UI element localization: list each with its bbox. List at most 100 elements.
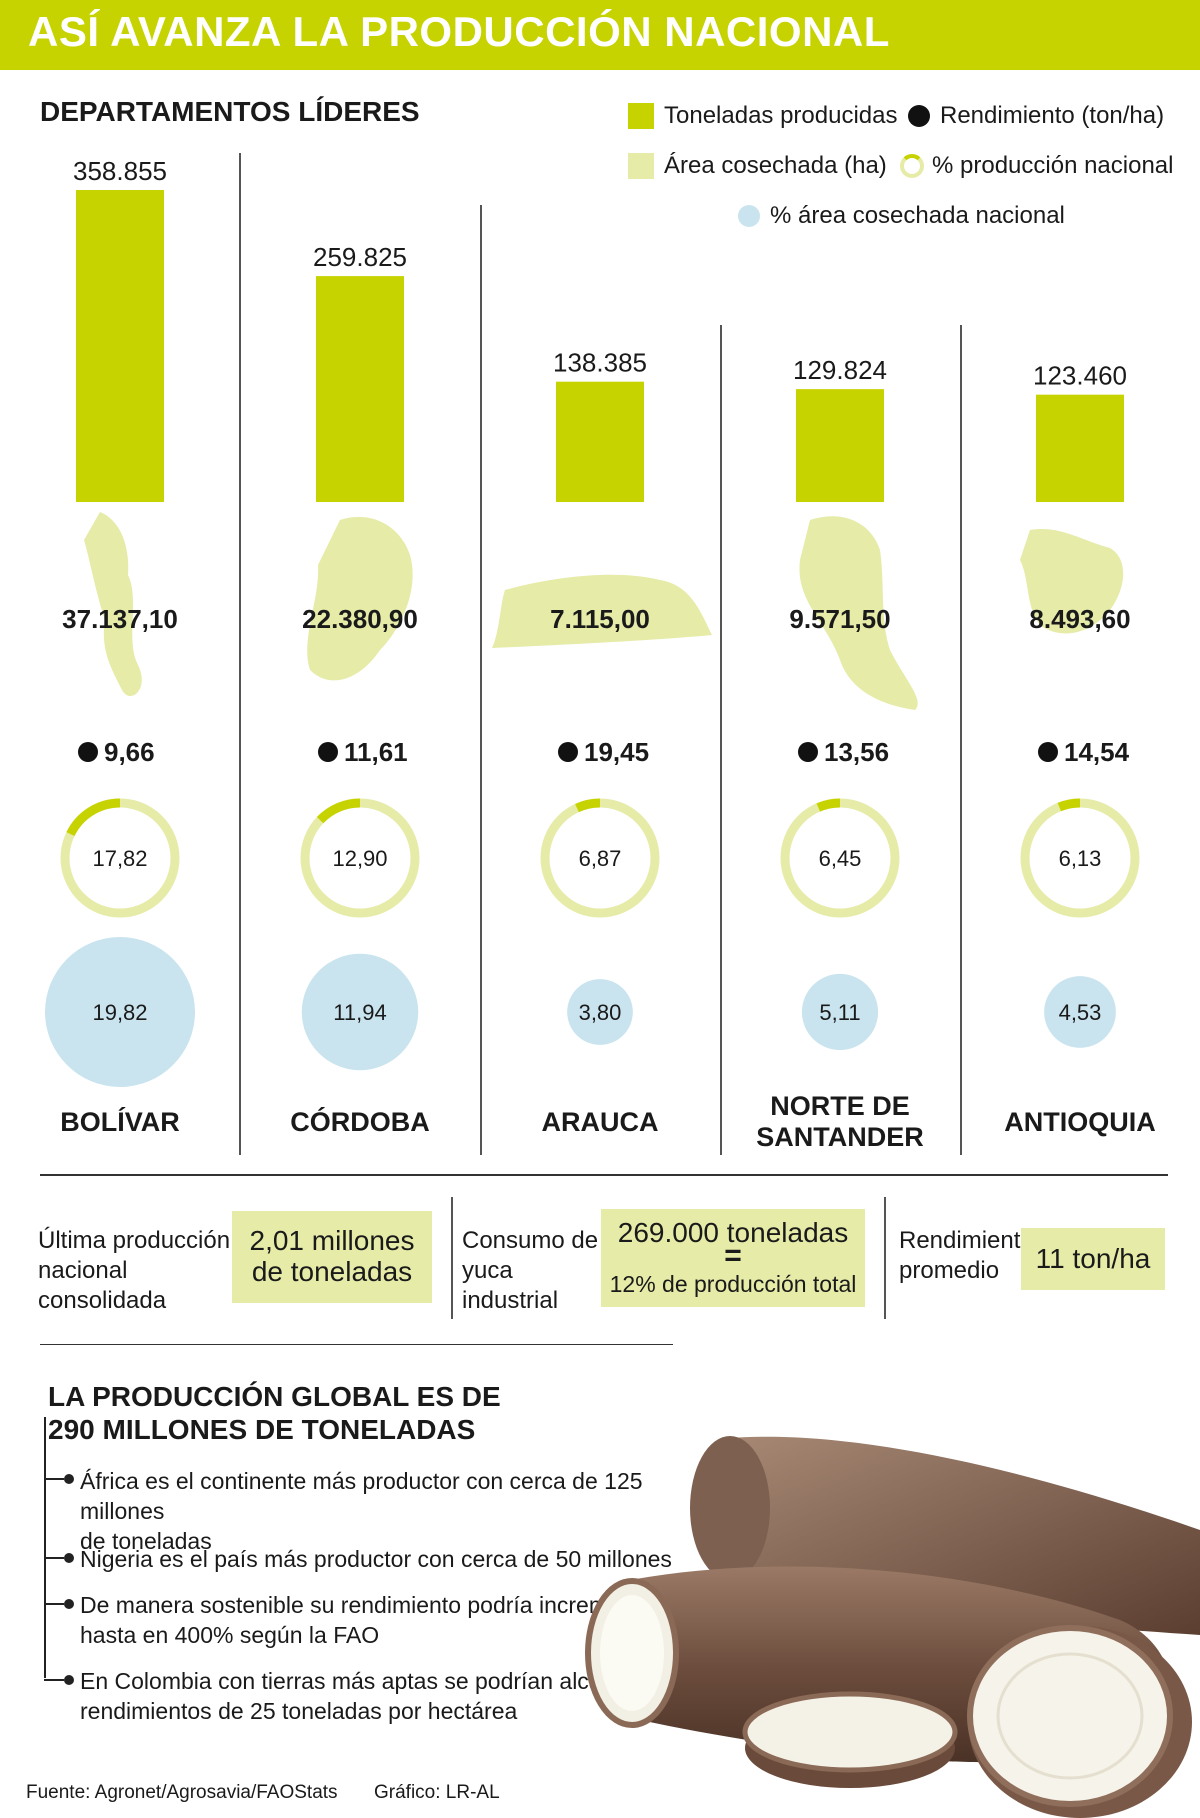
- yield-dot: [78, 742, 98, 762]
- legend-area-pct-label: % área cosechada nacional: [770, 202, 1065, 229]
- global-title-line: LA PRODUCCIÓN GLOBAL ES DE: [48, 1381, 501, 1412]
- department-name: ANTIOQUIA: [1004, 1107, 1156, 1137]
- area-value-label: 7.115,00: [550, 604, 650, 634]
- column-divider: [239, 153, 241, 1155]
- prod-pct-value-label: 17,82: [92, 846, 147, 871]
- page-title: ASÍ AVANZA LA PRODUCCIÓN NACIONAL: [28, 8, 890, 55]
- bullet-line-text: hasta en 400% según la FAO: [80, 1622, 380, 1648]
- area-pct-bubble: [301, 953, 419, 1071]
- prod-pct-value-label: 6,45: [819, 846, 862, 871]
- last-production-label-line: nacional consolidada: [38, 1257, 167, 1314]
- consumption-value-box: 269.000 toneladas = 12% de producción to…: [601, 1209, 865, 1307]
- department-map-shape: [799, 516, 918, 710]
- area-value-label: 8.493,60: [1029, 604, 1130, 634]
- bullet-line-text: de toneladas: [80, 1528, 212, 1554]
- global-title-line: 290 MILLONES DE TONELADAS: [48, 1414, 476, 1445]
- departments-chart: 358.855 37.137,10 9,66 17,82 19,82 BOLÍVAR 259…: [45, 156, 1156, 1152]
- bullet-line-text: En Colombia con tierras más aptas se pod…: [80, 1668, 647, 1694]
- department-name: NORTE DE: [770, 1091, 910, 1121]
- tons-value-label: 358.855: [73, 156, 167, 186]
- legend-area-pct-dot: [738, 205, 760, 227]
- bullet-item: De manera sostenible su rendimiento podr…: [80, 1590, 680, 1650]
- prod-pct-ring-fill: [1020, 798, 1140, 918]
- source-note: Fuente: Agronet/Agrosavia/FAOStats: [26, 1782, 338, 1803]
- yield-label: Rendimiento promedio: [899, 1226, 1034, 1286]
- area-pct-value-label: 5,11: [819, 1000, 860, 1025]
- prod-pct-ring-fill: [60, 798, 180, 918]
- department-map-shape: [84, 512, 142, 696]
- prod-pct-value-label: 6,87: [579, 846, 622, 871]
- area-pct-bubble: [801, 973, 879, 1051]
- prod-pct-value-label: 6,13: [1059, 846, 1102, 871]
- legend-yield-label: Rendimiento (ton/ha): [940, 102, 1165, 129]
- area-pct-value-label: 4,53: [1059, 1000, 1102, 1025]
- tons-value-label: 123.460: [1033, 361, 1127, 391]
- chart-divider: [40, 1174, 1168, 1176]
- graphic-credit: Gráfico: LR-AL: [374, 1782, 500, 1803]
- global-divider: [40, 1344, 673, 1345]
- area-pct-value-label: 11,94: [333, 1000, 386, 1025]
- tons-value-label: 259.825: [313, 242, 407, 272]
- yield-dot: [318, 742, 338, 762]
- cassava-disc-ring: [996, 1652, 1144, 1780]
- department-name: SANTANDER: [756, 1122, 924, 1152]
- department-map-shape: [1020, 529, 1124, 634]
- legend-tons: Toneladas producidas: [628, 102, 898, 130]
- consumption-label-line: Consumo de: [462, 1227, 599, 1254]
- area-pct-bubble: [567, 979, 633, 1045]
- department-name: ARAUCA: [542, 1107, 659, 1137]
- department-map-shape: [492, 574, 712, 648]
- yield-value-label: 14,54: [1064, 737, 1130, 767]
- yield-value-label: 13,56: [824, 737, 889, 767]
- legend-prod-pct: % producción nacional: [900, 152, 1174, 180]
- yield-dot: [798, 742, 818, 762]
- bullet-line-text: rendimientos de 25 toneladas por hectáre…: [80, 1698, 518, 1724]
- last-production-value-line: de toneladas: [251, 1256, 413, 1287]
- tons-bar: [796, 389, 884, 502]
- bullet-line-text: África es el continente más productor co…: [80, 1468, 643, 1524]
- legend-tons-swatch: [628, 103, 654, 129]
- column-divider: [960, 325, 962, 1155]
- tons-value-label: 129.824: [793, 355, 887, 385]
- yield-dot: [558, 742, 578, 762]
- stats-divider: [451, 1197, 453, 1319]
- cassava-root-end: [690, 1436, 770, 1580]
- prod-pct-ring-fill: [300, 798, 420, 918]
- area-pct-value-label: 19,82: [92, 1000, 147, 1025]
- area-value-label: 37.137,10: [62, 604, 178, 634]
- legend-area: Área cosechada (ha): [628, 152, 887, 180]
- area-value-label: 22.380,90: [302, 604, 418, 634]
- department-map-shape: [307, 516, 413, 681]
- tons-value-label: 138.385: [553, 348, 647, 378]
- department-name: BOLÍVAR: [60, 1106, 180, 1137]
- yield-dot: [1038, 742, 1058, 762]
- area-pct-bubble: [45, 937, 195, 1087]
- bullet-line-text: De manera sostenible su rendimiento podr…: [80, 1592, 661, 1618]
- consumption-equals: =: [724, 1239, 742, 1272]
- legend-yield-dot: [908, 105, 930, 127]
- bullet-item: Nigeria es el país más productor con cer…: [80, 1544, 680, 1574]
- yield-label-line: promedio: [899, 1257, 1000, 1284]
- yield-value-label: 19,45: [584, 737, 649, 767]
- yield-value-label: 9,66: [104, 737, 155, 767]
- bullet-item: África es el continente más productor co…: [80, 1466, 680, 1556]
- legend-prod-pct-label: % producción nacional: [932, 152, 1174, 179]
- bullet-item: En Colombia con tierras más aptas se pod…: [80, 1666, 680, 1726]
- yield-value-label: 11,61: [344, 737, 408, 767]
- area-pct-value-label: 3,80: [579, 1000, 622, 1025]
- area-pct-bubble: [1044, 976, 1116, 1048]
- consumption-sub: 12% de producción total: [609, 1271, 857, 1297]
- prod-pct-value-label: 12,90: [332, 846, 387, 871]
- consumption-value: 269.000 toneladas: [617, 1217, 849, 1248]
- legend-area-pct: % área cosechada nacional: [738, 202, 1065, 230]
- bullet-line: [44, 1417, 46, 1678]
- consumption-label-line: yuca industrial: [462, 1257, 559, 1314]
- column-divider: [480, 205, 482, 1155]
- cassava-slice-top: [742, 1691, 958, 1773]
- section-title: DEPARTAMENTOS LÍDERES: [40, 96, 420, 127]
- last-production-label-line: Última producción: [38, 1227, 231, 1254]
- last-production-value-line: 2,01 millones: [249, 1225, 415, 1256]
- legend-tons-label: Toneladas producidas: [664, 102, 898, 129]
- stats-divider: [884, 1197, 886, 1319]
- bullet-line-text: Nigeria es el país más productor con cer…: [80, 1546, 672, 1572]
